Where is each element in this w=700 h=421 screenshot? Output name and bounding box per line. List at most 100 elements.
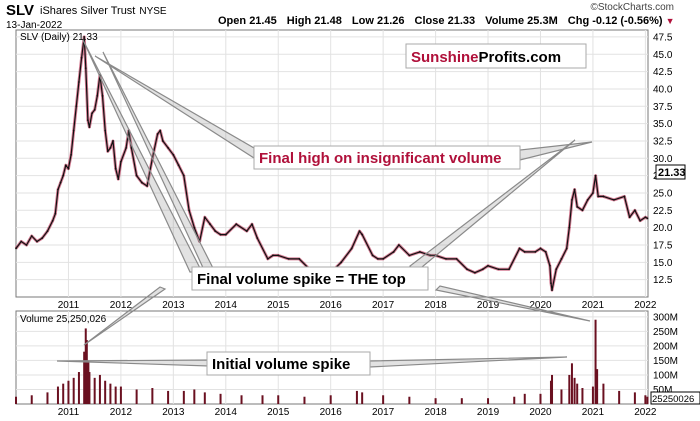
- price-point: [219, 233, 222, 236]
- price-tick-label: 45.0: [653, 50, 673, 61]
- price-point: [523, 251, 526, 253]
- volume-bar: [513, 396, 516, 404]
- volume-x-tick-label: 2021: [582, 407, 605, 418]
- volume-bar: [576, 383, 579, 404]
- price-x-tick-label: 2019: [477, 300, 500, 311]
- price-point: [25, 244, 28, 246]
- price-point: [62, 174, 65, 177]
- volume-last-badge: [650, 391, 700, 405]
- price-point: [623, 195, 626, 198]
- price-x-tick-label: 2017: [372, 300, 395, 311]
- volume-bar: [551, 374, 554, 404]
- price-tick-label: 25.0: [653, 188, 673, 199]
- final-high-box: [253, 145, 521, 170]
- final-spike-annotation: Final volume spike = THE top: [197, 271, 406, 288]
- price-x-tick-label: 2016: [320, 300, 343, 311]
- volume-bar: [88, 372, 91, 404]
- volume-bar: [539, 393, 542, 404]
- price-tick-label: 37.5: [653, 102, 673, 113]
- price-point: [130, 146, 133, 149]
- volume-bar: [646, 396, 649, 404]
- price-point: [581, 209, 584, 212]
- price-point: [245, 230, 248, 233]
- volume-bar: [72, 377, 75, 404]
- volume-bar: [277, 395, 280, 404]
- price-point: [466, 268, 468, 271]
- price-point: [487, 264, 489, 267]
- price-x-tick-label: 2022: [634, 300, 657, 311]
- price-point: [91, 112, 93, 115]
- price-point: [101, 94, 104, 97]
- price-point: [474, 271, 476, 274]
- price-point: [106, 150, 109, 153]
- volume-bar: [15, 396, 17, 404]
- price-point: [644, 216, 647, 219]
- price-tick-label: 47.5: [653, 32, 673, 43]
- price-point: [214, 230, 217, 233]
- price-point: [235, 223, 238, 226]
- price-point: [429, 254, 432, 257]
- volume-bar: [594, 319, 597, 404]
- price-point: [266, 257, 269, 260]
- price-point: [167, 146, 169, 149]
- volume-bar: [382, 395, 385, 404]
- price-point: [109, 146, 112, 149]
- volume-bar: [460, 398, 463, 404]
- volume-bar: [56, 386, 59, 404]
- price-point: [80, 56, 83, 59]
- price-tick-label: 12.5: [653, 275, 673, 286]
- price-point: [497, 268, 500, 271]
- price-point: [75, 105, 78, 108]
- price-point: [586, 199, 589, 201]
- price-point: [392, 251, 395, 253]
- price-tick-label: 22.5: [653, 206, 673, 217]
- price-point: [594, 174, 597, 177]
- final-high-annotation: Final high on insignificant volume: [259, 150, 502, 167]
- price-point: [371, 254, 374, 257]
- volume-tick-label: 250M: [653, 327, 678, 338]
- price-x-tick-label: 2011: [58, 300, 80, 311]
- close-label: Close: [414, 15, 445, 27]
- price-point: [646, 217, 649, 220]
- volume-x-tick-label: 2013: [162, 407, 185, 418]
- volume-bar: [355, 390, 358, 404]
- price-point: [272, 254, 274, 257]
- final-spike-box: [191, 266, 429, 291]
- price-point: [633, 209, 636, 212]
- volume-bar: [633, 392, 636, 404]
- price-point: [159, 129, 162, 132]
- price-x-tick-label: 2018: [424, 300, 447, 311]
- volume-bar: [85, 340, 88, 404]
- stockcharts-watermark: ©StockCharts.com: [590, 2, 674, 13]
- price-point: [36, 240, 38, 243]
- price-x-tick-label: 2015: [267, 300, 290, 311]
- price-point: [518, 247, 521, 250]
- price-last-badge: [655, 164, 686, 180]
- volume-x-tick-label: 2016: [320, 407, 343, 418]
- price-point: [72, 129, 75, 132]
- price-last-value: 21.33: [658, 167, 686, 179]
- price-point: [602, 195, 605, 198]
- price-point: [534, 251, 537, 253]
- fund-name: iShares Silver Trust NYSE: [40, 5, 167, 17]
- price-point: [287, 257, 290, 260]
- price-point: [576, 205, 579, 208]
- price-point: [597, 195, 600, 198]
- volume-bar: [114, 386, 117, 404]
- chg-value: -0.12 (-0.56%): [592, 15, 663, 27]
- volume-bar: [581, 388, 584, 404]
- price-point: [571, 199, 573, 201]
- price-point: [41, 237, 44, 239]
- price-point: [592, 192, 594, 194]
- price-point: [135, 174, 138, 177]
- price-point: [117, 178, 120, 181]
- quote-date: 13-Jan-2022: [6, 20, 63, 31]
- price-point: [560, 257, 563, 260]
- volume-bar: [84, 328, 87, 404]
- price-point: [172, 153, 175, 156]
- price-point: [161, 140, 164, 142]
- logo-box: [405, 43, 587, 69]
- volume-bar: [261, 395, 264, 404]
- low-value: 21.26: [376, 15, 405, 27]
- price-x-tick-label: 2012: [110, 300, 133, 311]
